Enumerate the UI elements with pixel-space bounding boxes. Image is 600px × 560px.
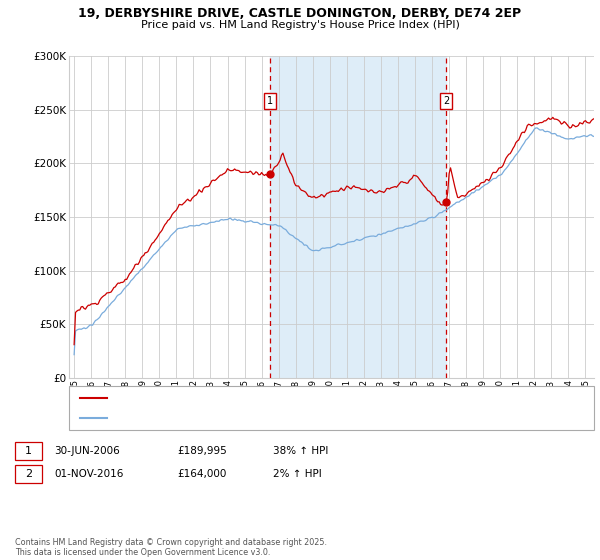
Bar <box>270 56 446 378</box>
Text: HPI: Average price, semi-detached house, North West Leicestershire: HPI: Average price, semi-detached house,… <box>111 414 436 423</box>
Text: 01-NOV-2016: 01-NOV-2016 <box>54 469 124 479</box>
Text: £164,000: £164,000 <box>177 469 226 479</box>
Text: 30-JUN-2006: 30-JUN-2006 <box>54 446 120 456</box>
Text: 38% ↑ HPI: 38% ↑ HPI <box>273 446 328 456</box>
Text: Price paid vs. HM Land Registry's House Price Index (HPI): Price paid vs. HM Land Registry's House … <box>140 20 460 30</box>
Text: 1: 1 <box>25 446 32 456</box>
Text: 19, DERBYSHIRE DRIVE, CASTLE DONINGTON, DERBY, DE74 2EP (semi-detached house): 19, DERBYSHIRE DRIVE, CASTLE DONINGTON, … <box>111 394 526 403</box>
Text: Contains HM Land Registry data © Crown copyright and database right 2025.
This d: Contains HM Land Registry data © Crown c… <box>15 538 327 557</box>
Text: 19, DERBYSHIRE DRIVE, CASTLE DONINGTON, DERBY, DE74 2EP: 19, DERBYSHIRE DRIVE, CASTLE DONINGTON, … <box>79 7 521 20</box>
Text: 1: 1 <box>267 96 273 106</box>
Text: 2% ↑ HPI: 2% ↑ HPI <box>273 469 322 479</box>
Text: 2: 2 <box>25 469 32 479</box>
Text: 2: 2 <box>443 96 449 106</box>
Text: £189,995: £189,995 <box>177 446 227 456</box>
